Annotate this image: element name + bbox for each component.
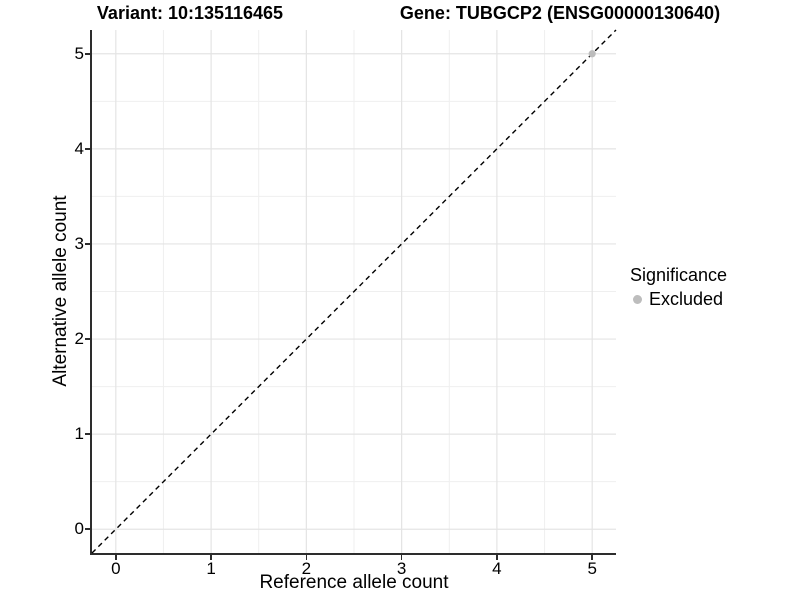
gene-title: Gene: TUBGCP2 (ENSG00000130640) — [399, 3, 721, 23]
y-tick-mark — [85, 528, 90, 530]
x-tick-mark — [210, 555, 212, 560]
plot-canvas — [91, 29, 617, 554]
x-tick-mark — [591, 555, 593, 560]
y-tick-label: 3 — [74, 233, 84, 253]
legend: Significance Excluded — [630, 265, 727, 310]
x-tick-label: 3 — [396, 559, 407, 578]
x-tick-label: 4 — [492, 559, 502, 578]
x-tick-mark — [115, 555, 117, 560]
x-tick-label: 0 — [111, 559, 121, 578]
plot-panel — [90, 29, 617, 555]
x-tick-label: 1 — [206, 559, 216, 578]
data-point-excluded — [588, 50, 596, 58]
y-tick-label: 2 — [74, 329, 84, 349]
y-tick-mark — [85, 433, 90, 435]
x-axis-title: Reference allele count — [259, 572, 449, 593]
legend-title: Significance — [630, 265, 728, 285]
y-tick-mark — [85, 148, 90, 150]
legend-point-icon — [633, 295, 642, 304]
y-tick-label: 0 — [74, 519, 84, 539]
y-tick-label: 1 — [74, 424, 84, 444]
legend-entry-excluded: Excluded — [630, 289, 727, 310]
legend-entries: Excluded — [630, 289, 727, 310]
y-tick-label: 5 — [74, 43, 84, 63]
y-tick-mark — [85, 338, 90, 340]
x-tick-mark — [496, 555, 498, 560]
y-tick-label: 4 — [74, 138, 84, 158]
y-tick-mark — [85, 53, 90, 55]
x-tick-label: 2 — [301, 559, 312, 578]
y-axis-title: Alternative allele count — [50, 195, 71, 387]
x-tick-mark — [305, 555, 308, 560]
x-tick-mark — [400, 555, 403, 560]
identity-line — [91, 29, 617, 554]
y-tick-mark — [85, 243, 90, 245]
variant-title: Variant: 10:135116465 — [96, 3, 284, 23]
x-tick-label: 5 — [587, 559, 597, 578]
legend-entry-label: Excluded — [649, 289, 724, 309]
